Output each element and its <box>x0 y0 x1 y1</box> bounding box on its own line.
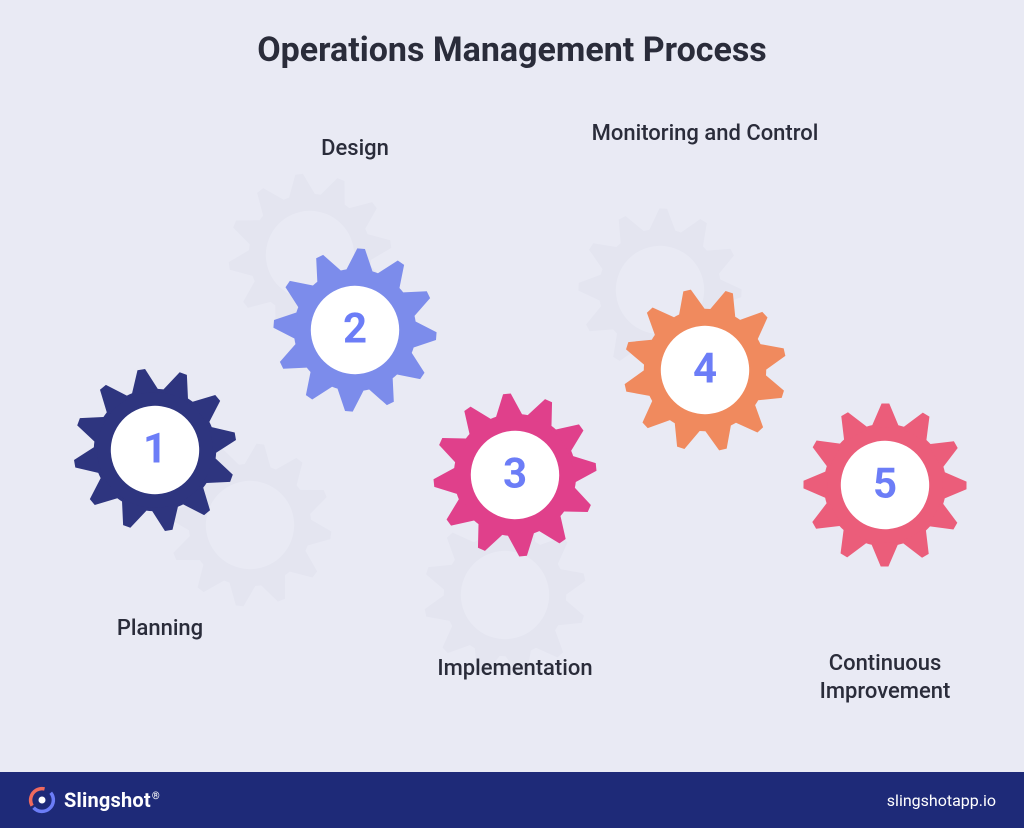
gear-step-1: 1 <box>70 365 240 535</box>
footer-url: slingshotapp.io <box>887 791 996 810</box>
label-step-3: Implementation <box>395 655 635 683</box>
label-step-4: Monitoring and Control <box>565 120 845 148</box>
page-title: Operations Management Process <box>0 30 1024 70</box>
gear-number-3: 3 <box>503 450 527 499</box>
diagram-stage: 1 2 3 4 5 Planning Design Implementation… <box>0 90 1024 730</box>
gear-number-1: 1 <box>143 425 167 474</box>
gear-number-4: 4 <box>693 345 717 394</box>
label-step-1: Planning <box>80 615 240 643</box>
brand-name-text: Slingshot <box>64 788 151 812</box>
brand-name: Slingshot® <box>64 788 160 812</box>
gear-step-4: 4 <box>620 285 790 455</box>
brand: Slingshot® <box>28 786 160 814</box>
brand-reg: ® <box>152 791 160 802</box>
gear-step-5: 5 <box>800 400 970 570</box>
brand-icon <box>28 786 56 814</box>
footer-bar: Slingshot® slingshotapp.io <box>0 772 1024 828</box>
gear-step-3: 3 <box>430 390 600 560</box>
gear-number-2: 2 <box>343 305 367 354</box>
gear-number-5: 5 <box>873 460 897 509</box>
label-step-5: Continuous Improvement <box>765 650 1005 705</box>
label-step-2: Design <box>275 135 435 163</box>
gear-step-2: 2 <box>270 245 440 415</box>
